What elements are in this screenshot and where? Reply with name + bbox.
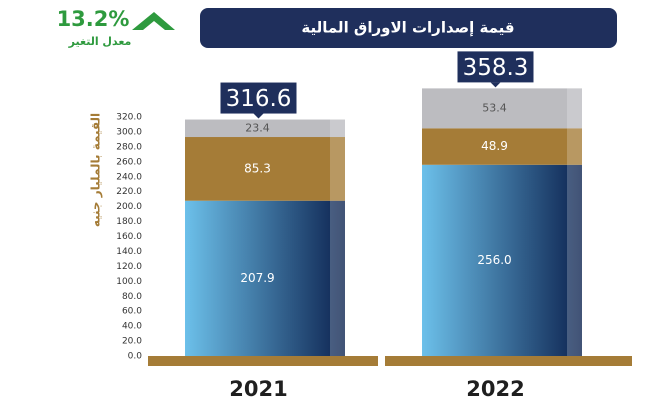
y-tick-label: 0.0: [128, 352, 143, 362]
y-tick-label: 240.0: [116, 172, 142, 182]
y-tick-label: 280.0: [116, 142, 142, 152]
value-label: 256.0: [477, 253, 511, 267]
change-label: معدل التغير: [68, 35, 132, 48]
chart-title: قيمة إصدارات الاوراق المالية: [301, 19, 514, 37]
change-value: 13.2%: [57, 7, 130, 31]
y-tick-label: 160.0: [116, 232, 142, 242]
bar-side: [567, 88, 582, 129]
y-tick-label: 220.0: [116, 187, 142, 197]
bar-segment: [185, 200, 345, 356]
value-label: 53.4: [482, 101, 507, 114]
bar-segment: [422, 88, 582, 129]
bar-segment: [185, 137, 345, 201]
title-box: [200, 8, 617, 48]
y-tick-label: 100.0: [116, 277, 142, 287]
value-label: 207.9: [240, 271, 274, 285]
y-tick-label: 80.0: [122, 292, 142, 302]
x-tick-label: 2022: [466, 377, 524, 401]
bar-side: [330, 137, 345, 201]
y-tick-label: 300.0: [116, 127, 142, 137]
value-label: 48.9: [481, 139, 508, 153]
y-tick-label: 20.0: [122, 337, 142, 347]
x-tick-label: 2021: [229, 377, 287, 401]
base-bar: [385, 356, 632, 366]
total-label: 358.3: [463, 55, 529, 81]
bar-segment: [422, 128, 582, 165]
y-tick-label: 140.0: [116, 247, 142, 257]
total-box: [457, 51, 534, 83]
y-tick-label: 60.0: [122, 307, 142, 317]
total-box: [220, 82, 297, 114]
base-bar: [148, 356, 378, 366]
bar-side: [330, 200, 345, 356]
up-arrow: [132, 12, 175, 30]
bar-side: [567, 164, 582, 356]
y-tick-label: 260.0: [116, 157, 142, 167]
y-tick-label: 200.0: [116, 202, 142, 212]
value-label: 85.3: [244, 161, 271, 175]
total-label: 316.6: [226, 86, 292, 112]
y-tick-label: 320.0: [116, 113, 142, 123]
bar-segment: [422, 164, 582, 356]
bar-segment: [185, 119, 345, 138]
bar-side: [567, 128, 582, 165]
y-tick-label: 180.0: [116, 217, 142, 227]
y-axis-title: القيمة بالمليار جنيه: [89, 113, 103, 227]
y-tick-label: 40.0: [122, 322, 142, 332]
total-pointer: [490, 82, 501, 88]
bar-side: [330, 119, 345, 138]
y-tick-label: 120.0: [116, 262, 142, 272]
total-pointer: [253, 113, 264, 119]
value-label: 23.4: [245, 121, 270, 134]
